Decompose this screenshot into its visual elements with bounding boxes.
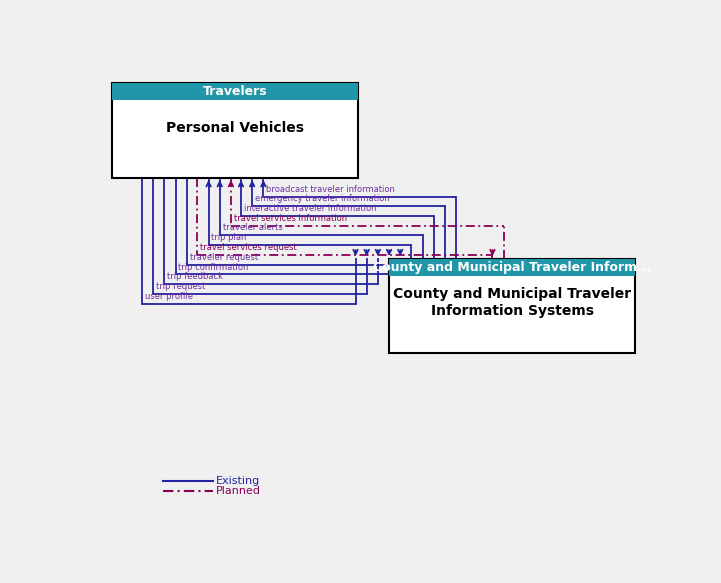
Bar — [112, 83, 358, 178]
Text: Planned: Planned — [216, 486, 261, 496]
Text: Existing: Existing — [216, 476, 260, 486]
Text: broadcast traveler information: broadcast traveler information — [266, 185, 395, 194]
Text: trip plan: trip plan — [211, 233, 247, 243]
Text: trip feedback: trip feedback — [167, 272, 224, 282]
Text: County and Municipal Traveler Inform...: County and Municipal Traveler Inform... — [373, 261, 651, 273]
Text: trip request: trip request — [156, 282, 205, 292]
Text: County and Municipal Traveler
Information Systems: County and Municipal Traveler Informatio… — [393, 287, 631, 318]
Text: emergency traveler information: emergency traveler information — [255, 194, 390, 203]
Text: traveler request: traveler request — [190, 253, 257, 262]
Bar — [112, 83, 358, 100]
Text: interactive traveler information: interactive traveler information — [244, 204, 376, 213]
Text: Personal Vehicles: Personal Vehicles — [167, 121, 304, 135]
Text: travel services information: travel services information — [234, 214, 347, 223]
Bar — [389, 258, 635, 353]
Text: traveler alerts: traveler alerts — [223, 223, 283, 233]
Text: trip confirmation: trip confirmation — [178, 262, 249, 272]
Text: Travelers: Travelers — [203, 86, 267, 99]
Text: travel services request: travel services request — [200, 243, 297, 252]
Bar — [389, 258, 635, 276]
Text: user profile: user profile — [145, 292, 193, 301]
